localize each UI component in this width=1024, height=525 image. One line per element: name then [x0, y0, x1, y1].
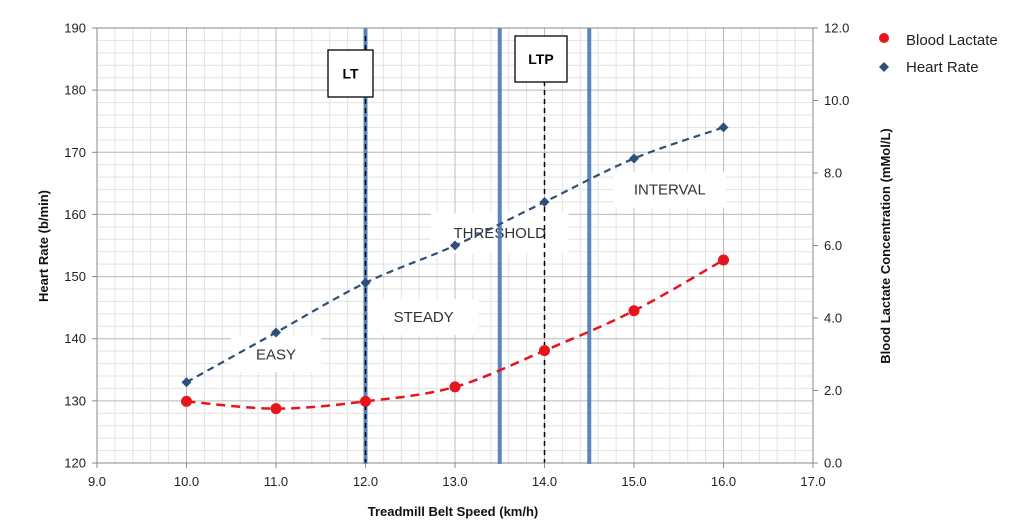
heart-rate-point [539, 197, 550, 207]
x-tick-label: 15.0 [621, 474, 646, 489]
heart-rate-point [181, 377, 192, 388]
y2-tick-label: 0.0 [824, 456, 842, 471]
zone-label-steady: STEADY [394, 309, 454, 326]
y-tick-label: 190 [64, 21, 86, 36]
y-tick-label: 140 [64, 331, 86, 346]
series-layer [181, 122, 729, 415]
x-tick-label: 16.0 [711, 474, 736, 489]
y2-tick-label: 8.0 [824, 166, 842, 181]
heart-rate-point [718, 122, 729, 133]
blood-lactate-point [360, 395, 371, 407]
right-axis: 0.0 2.0 4.0 6.0 8.0 10.0 12.0 [813, 21, 849, 471]
x-tick-label: 11.0 [264, 474, 288, 489]
y2-tick-label: 12.0 [824, 21, 849, 36]
blood-lactate-point [539, 345, 550, 357]
heart-rate-point [271, 327, 281, 338]
threshold-box-lt [327, 49, 374, 98]
legend-label-heart-rate: Heart Rate [906, 59, 979, 76]
y-tick-label: 170 [64, 145, 86, 160]
heart-rate-point [629, 153, 639, 164]
y2-tick-label: 2.0 [824, 383, 842, 398]
zone-label-box [231, 336, 321, 373]
blood-lactate-point [449, 381, 461, 393]
x-tick-label: 10.0 [174, 474, 199, 489]
blood-lactate-point [628, 305, 640, 317]
x-tick-label: 14.0 [532, 474, 557, 489]
blood-lactate-point [270, 403, 282, 415]
x-axis: 9.0 10.0 11.0 12.0 13.0 14.0 15.0 16.0 17.0 [88, 463, 826, 489]
y2-tick-label: 10.0 [824, 93, 849, 108]
legend-label-blood-lactate: Blood Lactate [906, 32, 998, 49]
x-tick-label: 17.0 [800, 474, 825, 489]
x-tick-label: 9.0 [88, 474, 106, 489]
y-tick-label: 180 [64, 83, 86, 98]
x-tick-label: 12.0 [353, 474, 378, 489]
zone-label-box [368, 298, 479, 335]
threshold-box-ltp [514, 35, 568, 83]
legend-marker-blood-lactate [879, 33, 889, 43]
blood-lactate-point [181, 395, 192, 407]
heart-rate-point [360, 277, 371, 288]
heart-rate-point [450, 240, 460, 251]
threshold-label-lt: LT [342, 66, 359, 82]
y-tick-label: 130 [64, 393, 86, 408]
y2-axis-title: Blood Lactate Concentration (mMol/L) [878, 128, 893, 363]
y-tick-label: 150 [64, 269, 86, 284]
legend-marker-heart-rate [879, 62, 889, 72]
zone-label-box [613, 171, 726, 208]
threshold-label-ltp: LTP [528, 51, 553, 67]
y-axis-title: Heart Rate (b/min) [36, 190, 51, 302]
blood-lactate-point [718, 254, 729, 266]
threshold-lines [364, 36, 546, 463]
y-tick-label: 160 [64, 207, 86, 222]
y-tick-label: 120 [64, 456, 86, 471]
legend: Blood Lactate Heart Rate [879, 32, 998, 76]
left-axis: 120 130 140 150 160 170 180 190 [64, 21, 97, 471]
threshold-markers: LT LTP [327, 35, 568, 98]
y2-tick-label: 4.0 [824, 311, 842, 326]
x-tick-label: 13.0 [442, 474, 467, 489]
zone-label-interval: INTERVAL [634, 182, 706, 199]
x-axis-title: Treadmill Belt Speed (km/h) [368, 504, 539, 519]
y2-tick-label: 6.0 [824, 238, 842, 253]
zone-label-easy: EASY [256, 346, 296, 363]
